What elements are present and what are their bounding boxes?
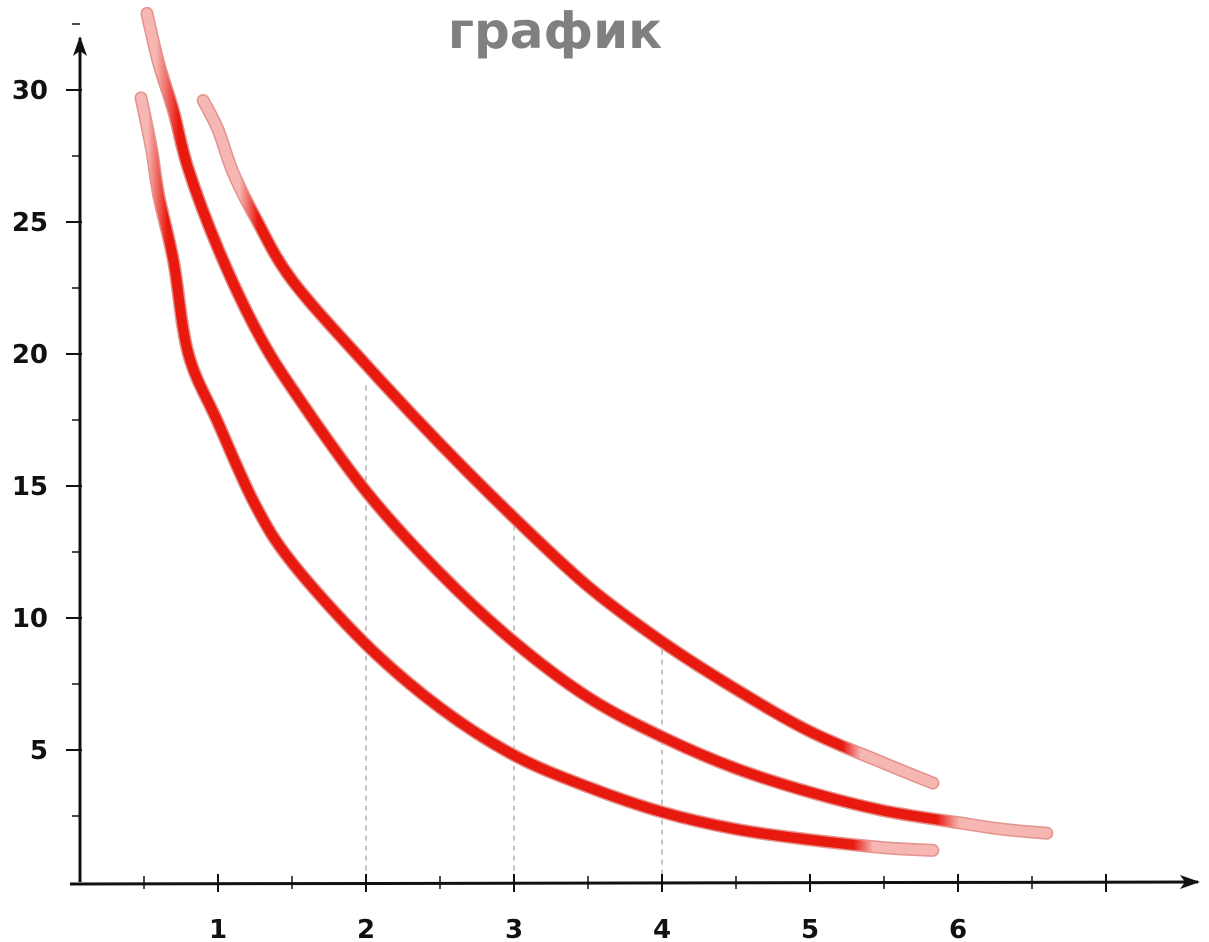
y-tick-label: 15	[12, 472, 48, 502]
y-tick-label: 25	[12, 208, 48, 238]
curve-3	[198, 95, 938, 788]
curve-1	[136, 92, 938, 856]
x-tick-label: 4	[653, 915, 671, 942]
ticks	[66, 23, 1107, 892]
x-tick-label: 3	[505, 915, 523, 942]
x-tick-label: 5	[801, 915, 819, 942]
axes	[69, 36, 1200, 890]
curve-2-outline	[140, 6, 1054, 840]
y-tick-label: 10	[12, 604, 48, 634]
y-tick-label: 20	[12, 340, 48, 370]
chart-title: график	[447, 2, 663, 60]
y-tick-label: 30	[12, 76, 48, 106]
x-tick-label: 6	[949, 915, 967, 942]
guide-lines	[365, 385, 663, 882]
curves	[134, 6, 1054, 857]
x-tick-label: 1	[209, 915, 227, 942]
tick-labels: 1 2 3 4 5 6 5 10 15 20 25 30	[12, 76, 967, 942]
x-axis	[69, 875, 1200, 890]
curve-2	[141, 8, 1052, 839]
x-tick-label: 2	[357, 915, 375, 942]
y-tick-label: 5	[30, 736, 48, 766]
